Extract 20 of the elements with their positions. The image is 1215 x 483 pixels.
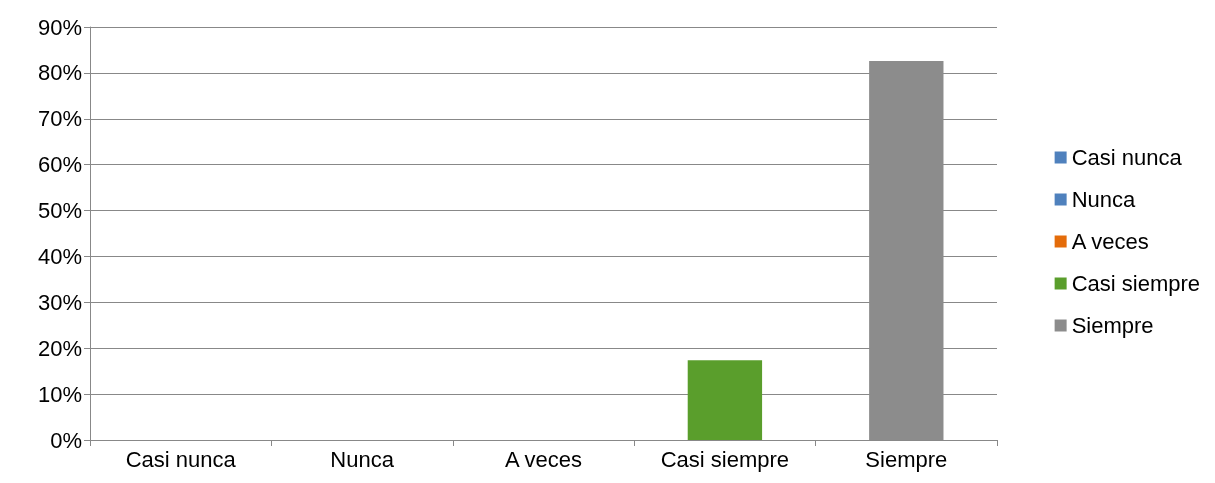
legend-label: Casi siempre	[1071, 271, 1201, 296]
x-tick-label: Casi siempre	[660, 446, 790, 472]
y-tick-label: 30%	[37, 289, 82, 315]
y-tick-label: 90%	[37, 14, 82, 40]
legend-label: Siempre	[1071, 313, 1154, 338]
x-tick-label: Casi nunca	[125, 446, 237, 472]
y-tick-label: 50%	[37, 198, 82, 224]
legend-label: A veces	[1071, 229, 1149, 254]
y-tick-label: 0%	[50, 427, 82, 453]
y-tick-label: 40%	[37, 243, 82, 269]
y-tick-label: 20%	[37, 335, 82, 361]
y-tick-label: 80%	[37, 60, 82, 86]
y-tick-label: 60%	[37, 152, 82, 178]
legend-label: Casi nunca	[1071, 145, 1183, 170]
y-tick-label: 10%	[37, 381, 82, 407]
x-tick-label: A veces	[504, 446, 583, 472]
x-tick-label: Siempre	[865, 446, 948, 472]
x-tick-label: Nunca	[330, 446, 395, 472]
y-tick-label: 70%	[37, 106, 82, 132]
legend-label: Nunca	[1071, 187, 1136, 212]
